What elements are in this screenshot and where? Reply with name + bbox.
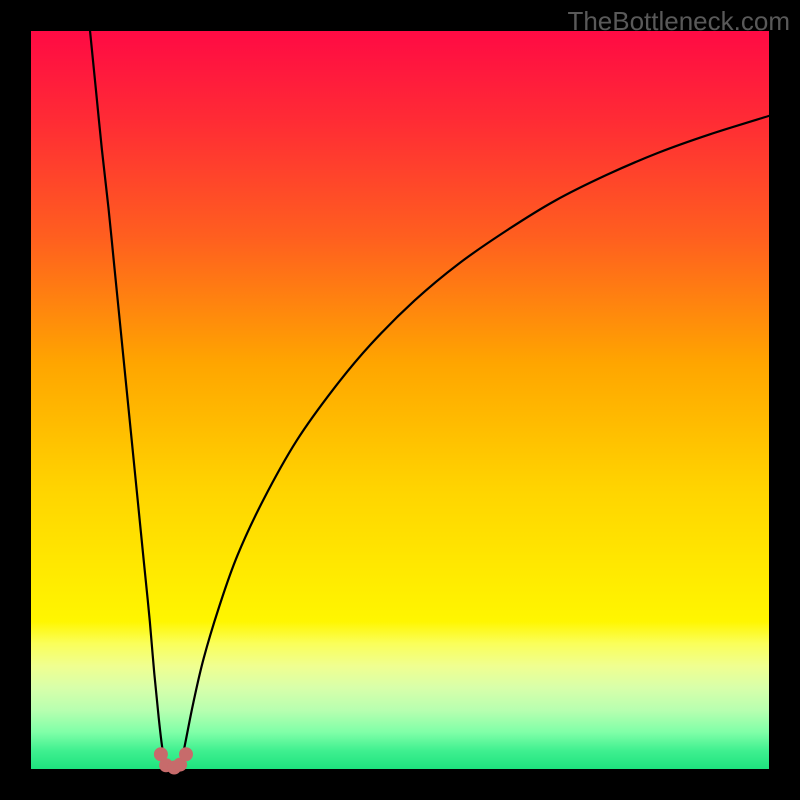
valley-dot-4: [179, 747, 193, 761]
watermark-text: TheBottleneck.com: [567, 6, 790, 37]
chart-plot-area: [31, 31, 769, 769]
chart-container: { "watermark": { "text": "TheBottleneck.…: [0, 0, 800, 800]
bottleneck-curve-chart: [0, 0, 800, 800]
